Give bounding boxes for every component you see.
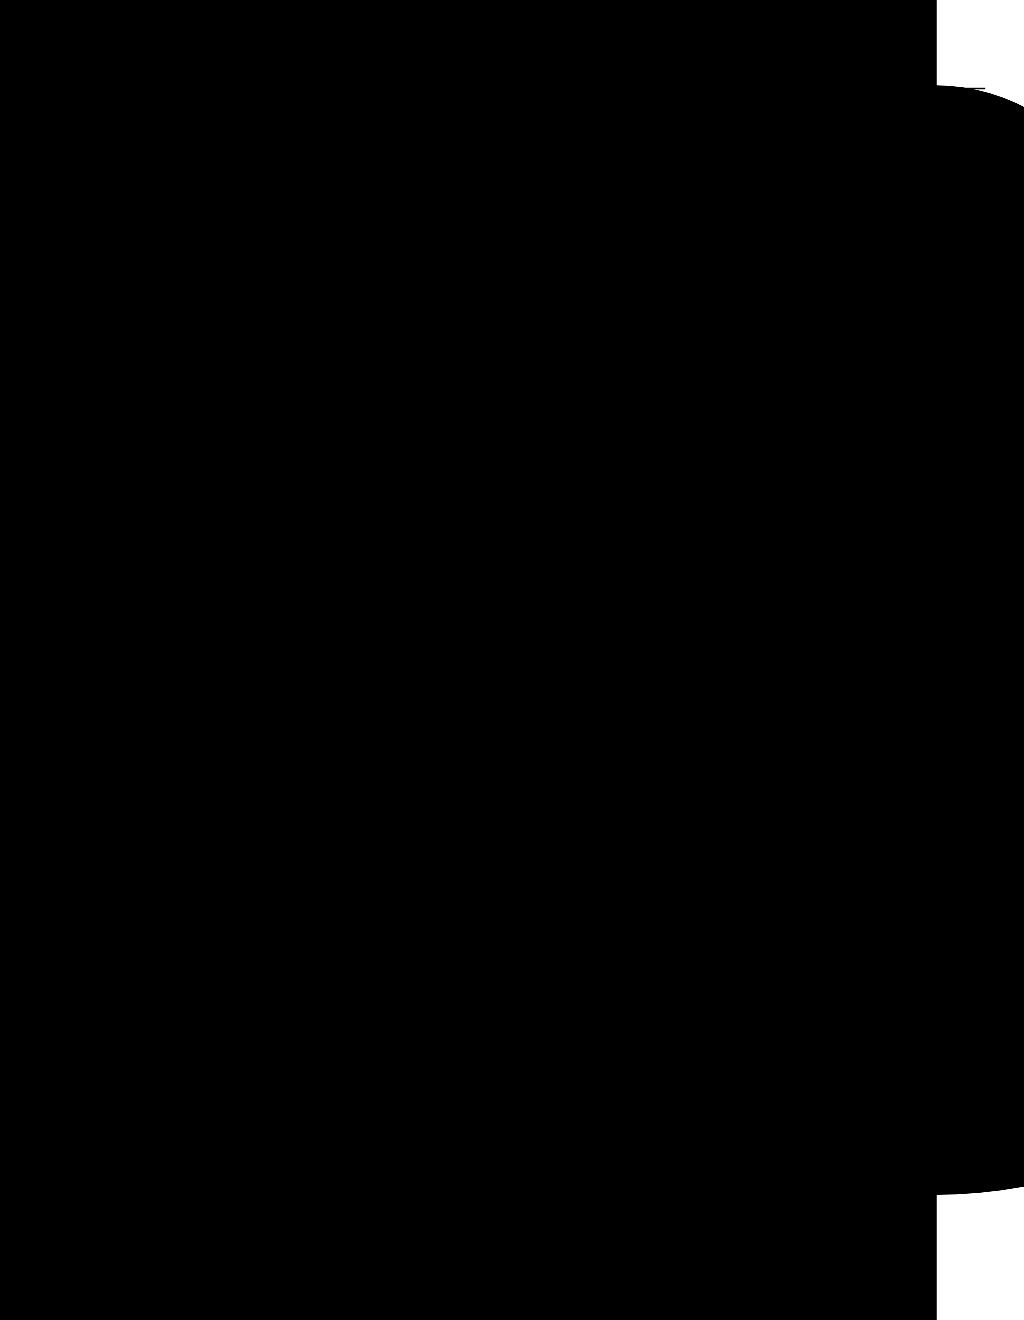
Text: 4: 4: [507, 582, 514, 595]
Bar: [618, 655, 796, 755]
Ellipse shape: [46, 491, 214, 579]
Bar: [248, 432, 426, 672]
Bar: [812, 655, 932, 755]
Text: CREATE OR UPDATE PROFILE
BEHAVIOR RULES FOR THE
TRANSMITTING NODE: CREATE OR UPDATE PROFILE BEHAVIOR RULES …: [494, 269, 590, 290]
Text: RADIO RANGE: RADIO RANGE: [105, 548, 154, 554]
Bar: [263, 455, 411, 513]
Bar: [482, 224, 602, 335]
Text: US 2013/0145461 A1: US 2013/0145461 A1: [776, 62, 924, 74]
Bar: [467, 197, 947, 527]
Bar: [467, 628, 947, 917]
Text: MISUSE DETECTION ENGINE: MISUSE DETECTION ENGINE: [949, 713, 958, 833]
Bar: [618, 224, 796, 335]
Text: Jun. 6, 2013   Sheet 5 of 6: Jun. 6, 2013 Sheet 5 of 6: [309, 62, 492, 74]
Text: SEND ANOMALY SCORE AS(n)
TO INFERENCE ENGINE: SEND ANOMALY SCORE AS(n) TO INFERENCE EN…: [824, 273, 920, 286]
Text: Patent Application Publication: Patent Application Publication: [58, 62, 273, 74]
Text: ONGOING COMMUNICATION: ONGOING COMMUNICATION: [84, 521, 176, 528]
Text: CAPTURE INCOMING PACKETS
ON WIRELESS CHANNEL: CAPTURE INCOMING PACKETS ON WIRELESS CHA…: [286, 477, 388, 491]
Bar: [812, 224, 932, 335]
Text: FIG. 5-1: FIG. 5-1: [68, 1031, 148, 1049]
Text: ANOMALY DETECTION ENGINE: ANOMALY DETECTION ENGINE: [949, 300, 958, 425]
Bar: [415, 528, 503, 587]
Bar: [482, 655, 602, 755]
Text: 10: 10: [355, 418, 370, 432]
Text: SNIFFER: SNIFFER: [428, 478, 463, 487]
Text: A: A: [957, 700, 967, 710]
Text: ACTIVITIES WITHIN: ACTIVITIES WITHIN: [93, 536, 167, 543]
Text: SEND PACKETS TO MISUSE AND
ANOMALY DETECTION ENGINES: SEND PACKETS TO MISUSE AND ANOMALY DETEC…: [282, 587, 392, 601]
Text: A: A: [957, 275, 967, 285]
Text: CREATE OR UPDATE SIGNATURE/
PATTERNS FOR THE
TRANSMITTING NODE: CREATE OR UPDATE SIGNATURE/ PATTERNS FOR…: [488, 694, 596, 715]
Text: APPLY PROFILE BEHAVIOR RULES IN THE
LOCAL REPOSITORY TO THE TRANSMITTING
NODE BE: APPLY PROFILE BEHAVIOR RULES IN THE LOCA…: [646, 259, 768, 301]
Text: PACKET: PACKET: [428, 462, 458, 471]
Text: 12: 12: [449, 924, 464, 937]
Bar: [263, 565, 411, 623]
Text: SEND ALARM VALUE AV(n)
TO INFERENCE ENGINE: SEND ALARM VALUE AV(n) TO INFERENCE ENGI…: [828, 698, 916, 711]
Text: COMPARE TRANSMITTING NODE SIGNATURE WITH ATTACK
SIGNATURES IN THE LOCAL REPOSITO: COMPARE TRANSMITTING NODE SIGNATURE WITH…: [628, 690, 786, 719]
Text: LOCAL
REPOSITORY: LOCAL REPOSITORY: [436, 548, 482, 569]
Text: 14: 14: [942, 172, 956, 183]
